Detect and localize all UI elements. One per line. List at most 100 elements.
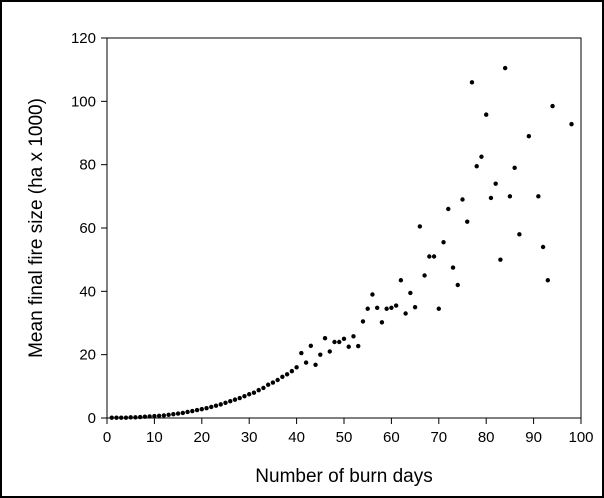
y-axis-title: Mean final fire size (ha x 1000) (26, 98, 47, 358)
data-point (128, 415, 133, 420)
data-point (412, 304, 418, 310)
plot-area (106, 37, 582, 419)
data-point (223, 400, 228, 405)
data-point (275, 377, 280, 383)
data-point (398, 278, 404, 283)
data-point (237, 395, 242, 401)
data-point (374, 305, 380, 310)
x-axis-title: Number of burn days (255, 466, 432, 487)
data-point (389, 305, 394, 310)
data-point (294, 365, 299, 370)
data-point (346, 344, 351, 349)
data-point (550, 103, 555, 109)
data-point (488, 195, 494, 201)
data-point (185, 409, 190, 415)
data-point (507, 194, 513, 199)
y-tick-label: 80 (79, 157, 96, 174)
data-point (450, 265, 456, 270)
data-points (109, 65, 574, 420)
data-point (498, 257, 503, 262)
data-point (313, 362, 318, 367)
data-point (417, 224, 423, 229)
data-point (123, 415, 129, 420)
data-point (166, 412, 171, 418)
data-point (460, 197, 465, 202)
data-point (194, 407, 200, 413)
data-point (422, 273, 427, 278)
data-point (436, 306, 441, 311)
x-tick-label: 100 (568, 429, 593, 446)
data-point (228, 399, 233, 404)
x-tick-label: 90 (525, 429, 542, 446)
y-tick-label: 0 (88, 410, 96, 427)
data-point (479, 154, 484, 159)
data-point (114, 415, 119, 420)
data-point (427, 254, 432, 259)
data-point (190, 408, 195, 414)
data-point (175, 411, 181, 416)
data-point (232, 397, 238, 402)
data-point (502, 65, 508, 71)
data-point (569, 121, 574, 127)
data-point (171, 412, 176, 417)
y-tick-label: 60 (79, 220, 96, 237)
data-point (403, 311, 408, 316)
data-point (204, 405, 209, 411)
data-point (351, 334, 356, 339)
data-point (119, 415, 124, 420)
data-point (251, 390, 257, 395)
y-tick-label: 40 (79, 283, 96, 300)
x-tick-label: 50 (336, 429, 353, 446)
data-point (455, 282, 460, 288)
data-point (308, 343, 314, 348)
data-point (474, 164, 479, 169)
data-point (408, 290, 413, 296)
data-point (299, 350, 304, 356)
x-tick-label: 0 (103, 429, 111, 446)
data-point (161, 413, 167, 418)
data-point (446, 206, 451, 212)
data-point (431, 254, 437, 259)
data-point (289, 368, 295, 374)
data-point (147, 414, 152, 419)
data-point (370, 292, 375, 297)
data-point (284, 372, 290, 377)
x-tick-label: 20 (193, 429, 210, 446)
data-point (109, 415, 114, 420)
data-point (270, 380, 276, 385)
x-tick-label: 60 (383, 429, 400, 446)
data-point (280, 374, 285, 380)
data-point (242, 393, 247, 399)
data-point (133, 415, 138, 420)
data-point (261, 385, 266, 391)
data-point (156, 413, 162, 418)
data-point (218, 402, 223, 407)
x-tick-label: 80 (478, 429, 495, 446)
data-point (247, 392, 252, 397)
x-axis: 0 10 20 30 40 50 60 70 80 90 100 (103, 418, 594, 446)
data-point (137, 414, 143, 420)
data-point (517, 232, 522, 237)
data-point (540, 244, 546, 250)
data-point (303, 360, 309, 365)
data-point (180, 410, 186, 416)
data-point (265, 382, 271, 387)
data-point (512, 165, 517, 171)
data-point (199, 406, 204, 412)
x-tick-label: 30 (241, 429, 258, 446)
data-point (337, 339, 342, 345)
y-tick-label: 100 (71, 93, 96, 110)
y-tick-label: 120 (71, 30, 96, 47)
data-point (393, 303, 399, 308)
y-tick-label: 20 (79, 347, 96, 364)
data-point (322, 336, 328, 341)
data-point (318, 352, 323, 357)
data-point (536, 194, 541, 199)
data-point (465, 219, 470, 224)
data-point (545, 278, 551, 283)
data-point (441, 240, 446, 245)
data-point (327, 349, 332, 354)
data-point (526, 133, 532, 139)
data-point (365, 306, 370, 311)
data-point (213, 403, 219, 408)
